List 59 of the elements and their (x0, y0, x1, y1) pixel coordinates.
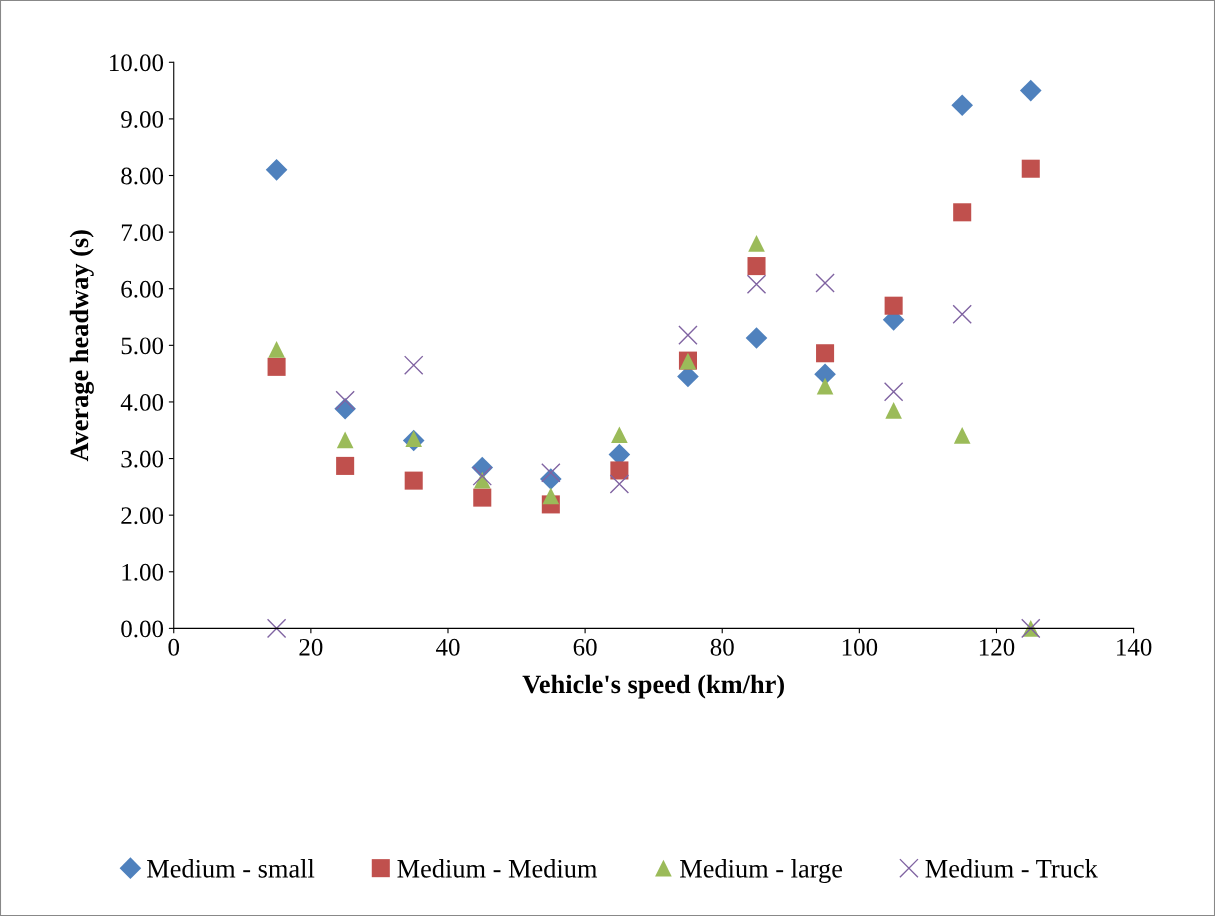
point (611, 426, 628, 444)
y-tick-label: 3.00 (121, 450, 164, 468)
y-tick-label: 6.00 (121, 280, 164, 298)
point (266, 618, 287, 639)
point (541, 462, 561, 483)
point (814, 363, 836, 386)
x-tick-label: 80 (710, 638, 734, 656)
point (1019, 79, 1042, 102)
point (265, 159, 288, 181)
legend-label: Medium - small (147, 859, 315, 878)
point (953, 427, 971, 444)
point (403, 355, 424, 375)
point (953, 203, 972, 222)
point (745, 327, 768, 349)
point (816, 377, 834, 395)
point (883, 382, 904, 402)
y-axis-title: Average headway (s) (69, 230, 94, 462)
x-axis-title: Vehicle's speed (km/hr) (522, 674, 784, 699)
y-tick-label: 8.00 (121, 167, 164, 185)
point (747, 257, 766, 276)
y-tick-label: 4.00 (120, 393, 164, 411)
point (336, 456, 355, 475)
point (336, 431, 354, 449)
x-tick-label: 140 (1117, 638, 1152, 656)
point (884, 296, 903, 315)
x-tick-label: 0 (168, 638, 180, 656)
y-tick-label: 5.00 (121, 337, 164, 355)
point (815, 273, 835, 293)
x-tick-label: 120 (979, 638, 1015, 656)
point (267, 357, 286, 376)
x-tick-label: 60 (573, 638, 597, 656)
point (609, 474, 630, 494)
legend-label: Medium - Medium (397, 859, 598, 878)
y-tick-label: 0.00 (121, 620, 164, 638)
legend-label: Medium - Truck (925, 859, 1098, 878)
point (610, 461, 629, 480)
x-tick-label: 20 (299, 638, 323, 656)
y-tick-label: 9.00 (121, 110, 164, 128)
point (542, 487, 560, 505)
point (1021, 159, 1040, 178)
point (472, 466, 492, 486)
point (678, 325, 698, 345)
point (335, 390, 355, 410)
y-tick-label: 7.00 (121, 224, 164, 242)
point (746, 274, 767, 294)
x-tick-label: 40 (435, 638, 460, 656)
point (951, 94, 973, 117)
point (473, 488, 492, 507)
point (885, 402, 902, 419)
point (404, 471, 423, 490)
point (816, 344, 835, 363)
point (952, 304, 972, 324)
y-tick-label: 10.00 (109, 54, 164, 72)
x-tick-label: 100 (842, 638, 878, 656)
legend-label: Medium - large (680, 859, 843, 884)
point (748, 235, 765, 252)
point (268, 340, 285, 358)
y-tick-label: 1.00 (122, 563, 164, 581)
y-tick-label: 2.00 (121, 507, 164, 525)
